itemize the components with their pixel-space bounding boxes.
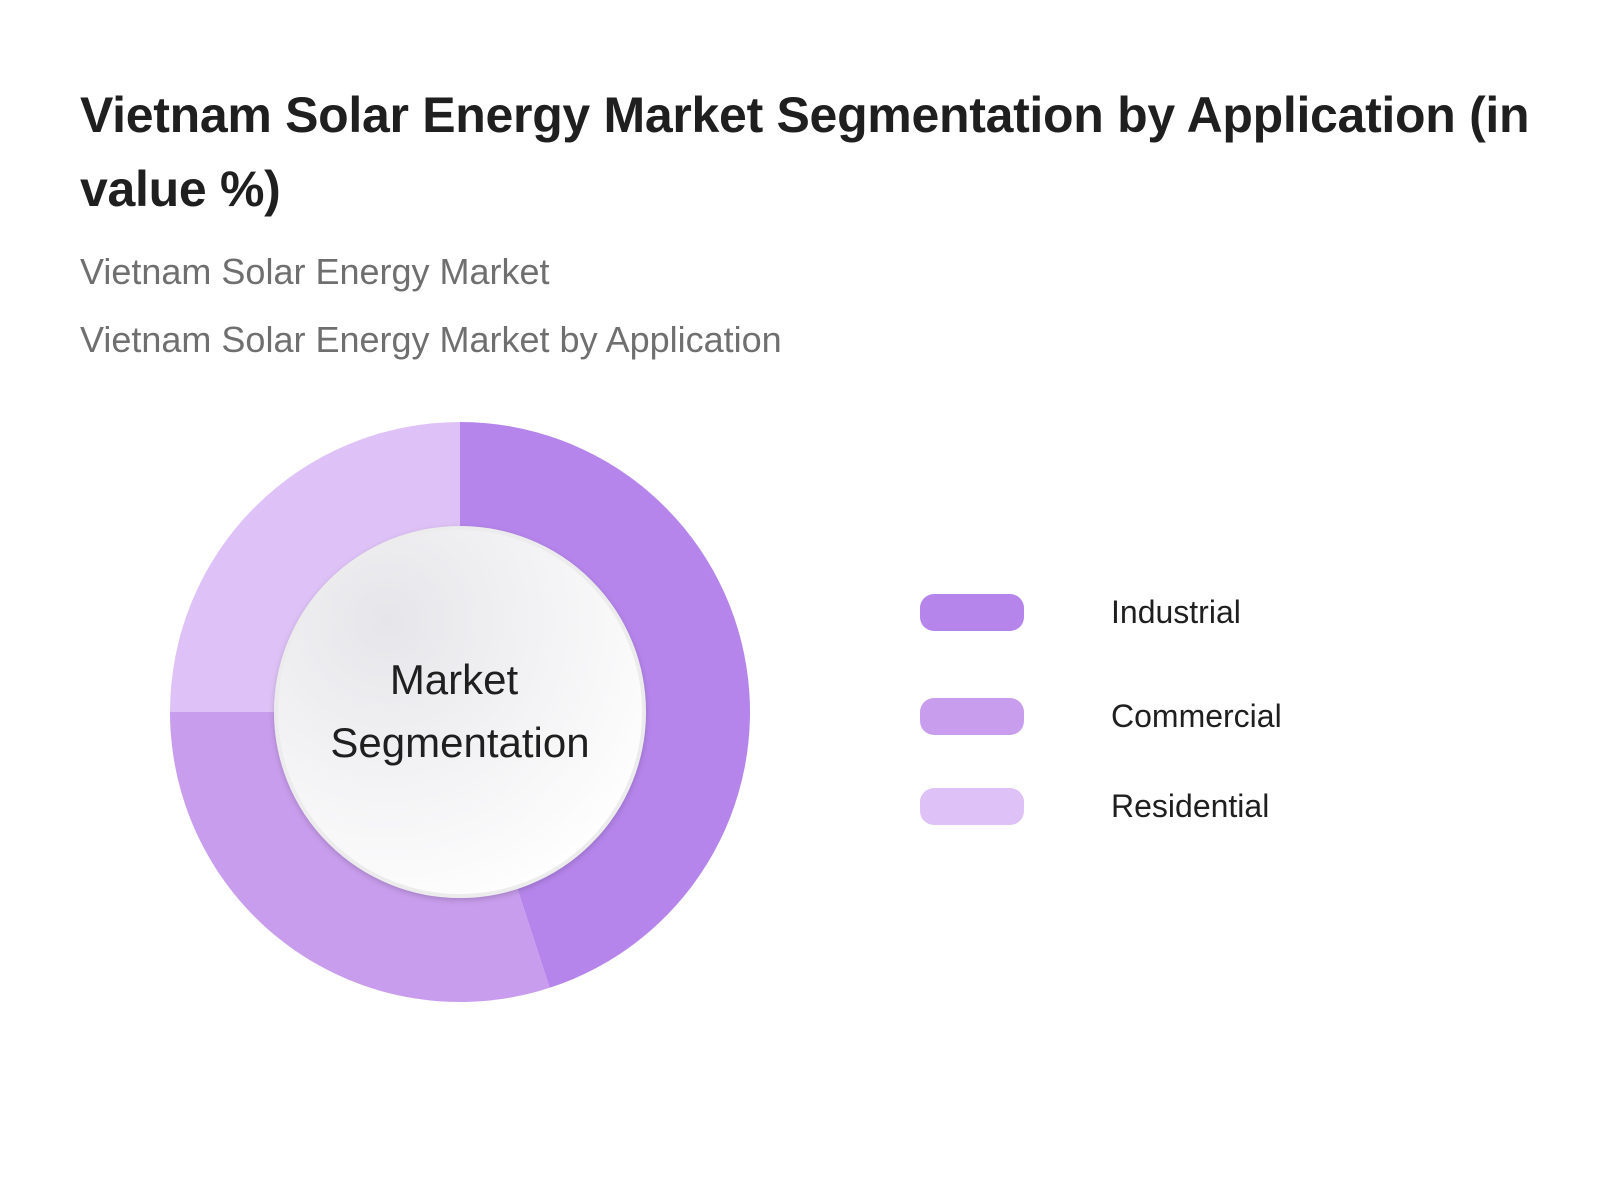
chart-subtitle-application: Vietnam Solar Energy Market by Applicati…: [80, 319, 782, 360]
chart-title: Vietnam Solar Energy Market Segmentation…: [80, 87, 1530, 217]
chart-subtitle-market: Vietnam Solar Energy Market: [80, 251, 550, 292]
legend-label-commercial: Commercial: [1111, 698, 1282, 734]
donut-chart: Market Segmentation: [170, 422, 751, 1002]
legend-item-residential: Residential: [920, 786, 1440, 826]
center-label-line-2: Segmentation: [330, 719, 589, 766]
legend-swatch-commercial: [920, 698, 1024, 735]
donut-center-disc: [274, 526, 646, 898]
legend-item-industrial: Industrial: [920, 592, 1440, 632]
legend-swatch-residential: [920, 788, 1024, 825]
legend-label-industrial: Industrial: [1111, 594, 1241, 630]
center-label-line-1: Market: [390, 656, 519, 703]
legend-item-commercial: Commercial: [920, 696, 1440, 736]
legend-swatch-industrial: [920, 594, 1024, 631]
legend-label-residential: Residential: [1111, 788, 1270, 824]
